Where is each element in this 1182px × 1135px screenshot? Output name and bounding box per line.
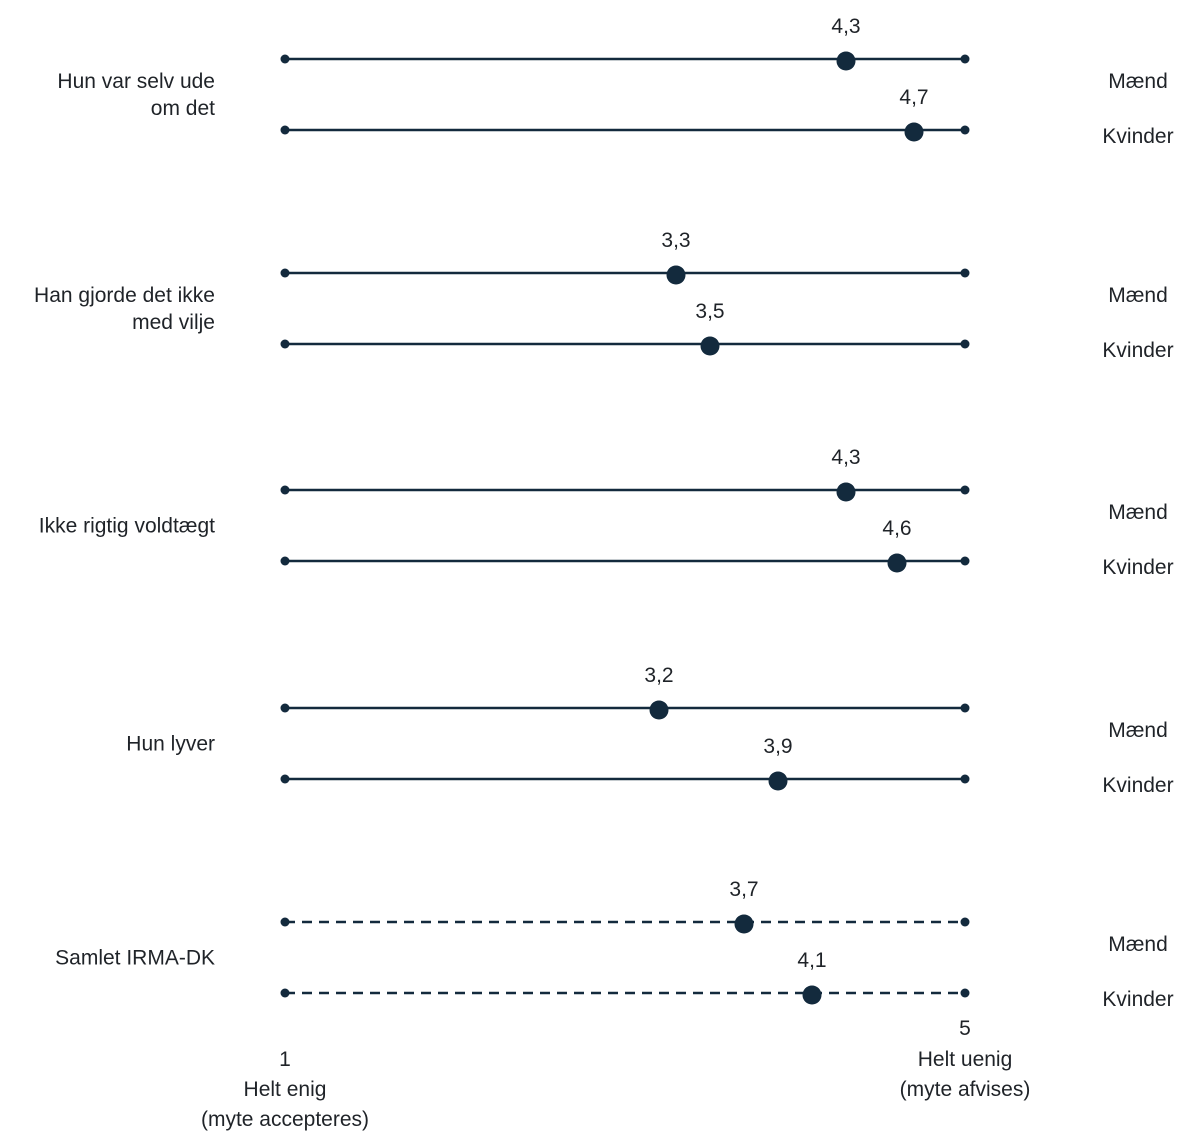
series-label-3-kvinder: Kvinder — [1102, 556, 1173, 579]
scale-endpoint-right-5-kvinder — [960, 988, 970, 998]
series-label-5-kvinder: Kvinder — [1102, 988, 1173, 1011]
category-label-4-line-1: Hun lyver — [126, 733, 215, 756]
x-max-label-line-2: (myte afvises) — [900, 1078, 1031, 1101]
value-dot-1-maend — [836, 51, 856, 71]
category-label-2-line-2: med vilje — [132, 311, 215, 334]
axis-labels: 1 Helt enig (myte accepteres) 5 Helt uen… — [201, 1017, 1030, 1131]
value-dot-3-maend — [836, 482, 856, 502]
scale-endpoint-left-4-maend — [280, 703, 290, 713]
value-label-5-kvinder: 4,1 — [797, 949, 826, 972]
scale-endpoint-left-5-maend — [280, 917, 290, 927]
x-max-label-line-1: Helt uenig — [918, 1048, 1013, 1071]
scale-endpoint-left-5-kvinder — [280, 988, 290, 998]
series-label-1-kvinder: Kvinder — [1102, 125, 1173, 148]
x-max-tick-label: 5 — [959, 1017, 971, 1040]
scale-endpoint-left-1-kvinder — [280, 125, 290, 135]
series-label-4-kvinder: Kvinder — [1102, 774, 1173, 797]
scale-endpoint-left-2-maend — [280, 268, 290, 278]
x-min-label-line-1: Helt enig — [244, 1078, 327, 1101]
value-dot-2-kvinder — [700, 336, 720, 356]
group-1: Hun var selv ude om det 4,3 Mænd 4,7 Kvinder — [57, 15, 1173, 148]
category-label-3-line-1: Ikke rigtig voldtægt — [39, 515, 215, 538]
value-label-1-kvinder: 4,7 — [899, 86, 928, 109]
value-dot-3-kvinder — [887, 553, 907, 573]
scale-endpoint-right-5-maend — [960, 917, 970, 927]
series-label-4-maend: Mænd — [1108, 719, 1168, 742]
x-min-tick-label: 1 — [279, 1048, 291, 1071]
category-label-1-line-1: Hun var selv ude — [57, 70, 215, 93]
value-label-2-maend: 3,3 — [661, 229, 690, 252]
scale-endpoint-left-2-kvinder — [280, 339, 290, 349]
value-label-2-kvinder: 3,5 — [695, 300, 724, 323]
value-dot-4-maend — [649, 700, 669, 720]
value-dot-4-kvinder — [768, 771, 788, 791]
series-label-3-maend: Mænd — [1108, 501, 1168, 524]
scale-endpoint-right-3-maend — [960, 485, 970, 495]
group-5: Samlet IRMA-DK 3,7 Mænd 4,1 Kvinder — [55, 878, 1173, 1011]
series-label-5-maend: Mænd — [1108, 933, 1168, 956]
category-label-5-line-1: Samlet IRMA-DK — [55, 947, 215, 970]
value-label-4-kvinder: 3,9 — [763, 735, 792, 758]
value-dot-2-maend — [666, 265, 686, 285]
scale-endpoint-right-2-kvinder — [960, 339, 970, 349]
value-dot-5-kvinder — [802, 985, 822, 1005]
scale-endpoint-right-3-kvinder — [960, 556, 970, 566]
category-label-1-line-2: om det — [151, 97, 215, 120]
group-3: Ikke rigtig voldtægt 4,3 Mænd 4,6 Kvinder — [39, 446, 1174, 579]
value-label-3-kvinder: 4,6 — [882, 517, 911, 540]
x-min-label-line-2: (myte accepteres) — [201, 1108, 369, 1131]
scale-endpoint-left-4-kvinder — [280, 774, 290, 784]
scale-endpoint-left-3-kvinder — [280, 556, 290, 566]
scale-endpoint-right-1-kvinder — [960, 125, 970, 135]
value-label-3-maend: 4,3 — [831, 446, 860, 469]
series-label-2-kvinder: Kvinder — [1102, 339, 1173, 362]
group-4: Hun lyver 3,2 Mænd 3,9 Kvinder — [126, 664, 1173, 797]
value-label-4-maend: 3,2 — [644, 664, 673, 687]
scale-endpoint-right-4-maend — [960, 703, 970, 713]
scale-endpoint-right-4-kvinder — [960, 774, 970, 784]
scale-endpoint-left-3-maend — [280, 485, 290, 495]
value-label-1-maend: 4,3 — [831, 15, 860, 38]
scale-endpoint-left-1-maend — [280, 54, 290, 64]
group-2: Han gjorde det ikke med vilje 3,3 Mænd 3,5 Kv… — [34, 229, 1174, 362]
scale-endpoint-right-2-maend — [960, 268, 970, 278]
series-label-2-maend: Mænd — [1108, 284, 1168, 307]
value-dot-5-maend — [734, 914, 754, 934]
value-dot-1-kvinder — [904, 122, 924, 142]
scale-endpoint-right-1-maend — [960, 54, 970, 64]
series-label-1-maend: Mænd — [1108, 70, 1168, 93]
category-label-2-line-1: Han gjorde det ikke — [34, 284, 215, 307]
value-label-5-maend: 3,7 — [729, 878, 758, 901]
